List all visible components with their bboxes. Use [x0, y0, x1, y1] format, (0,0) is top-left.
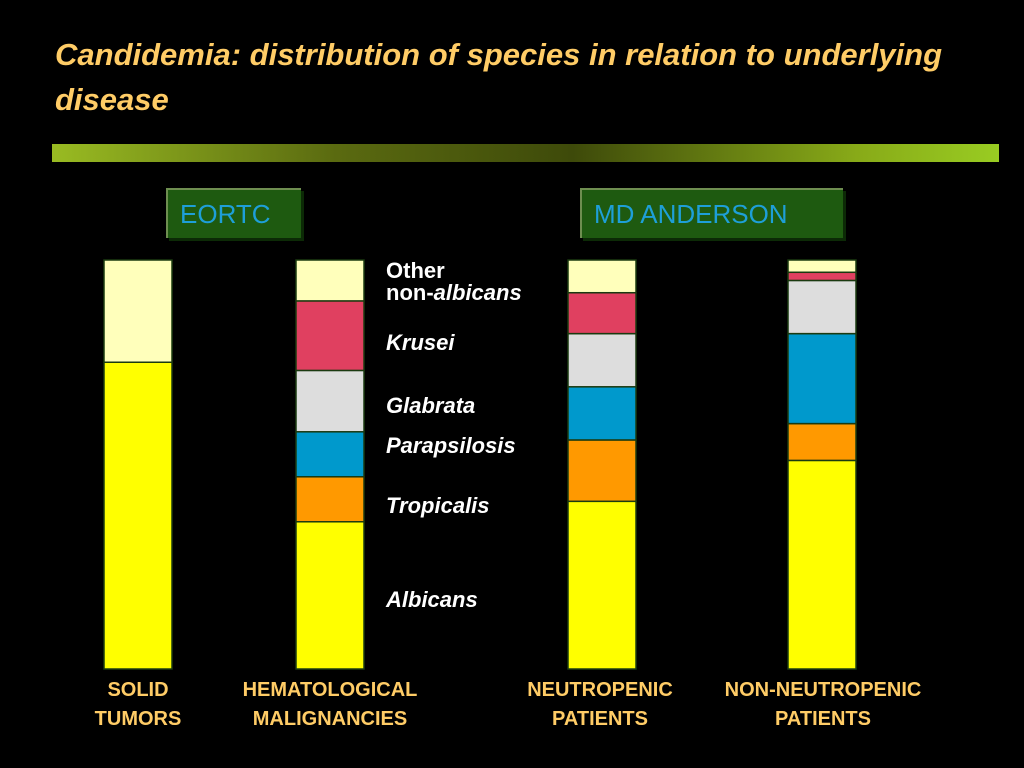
category-label-line2: TUMORS	[94, 708, 182, 730]
bar-segment-glabrata-3	[567, 332, 637, 388]
legend-other-prefix: non-	[386, 280, 434, 305]
group-label-eortc: EORTC	[166, 188, 301, 238]
bar-segment-krusei-4	[787, 271, 857, 282]
legend-tropicalis: Tropicalis	[386, 493, 490, 518]
category-label-line2: MALIGNANCIES	[252, 708, 408, 730]
bar-segment-glabrata-4	[787, 279, 857, 335]
legend-glabrata: Glabrata	[386, 393, 476, 418]
bar-segment-krusei-2	[295, 300, 365, 372]
bar-segment-albicans-1	[103, 361, 173, 670]
legend-other-line1: Other	[386, 258, 445, 283]
bar-segment-glabrata-2	[295, 369, 365, 433]
bar-segment-tropicalis-3	[567, 439, 637, 503]
bar-segment-parapsilosis-3	[567, 386, 637, 441]
title-divider	[52, 144, 999, 162]
bar-segment-other-non-albicans-4	[787, 259, 857, 274]
bar-segment-tropicalis-2	[295, 476, 365, 523]
bar-segment-tropicalis-4	[787, 422, 857, 462]
legend-other-non-albicans: Other non-albicans	[386, 260, 522, 304]
bar-segment-parapsilosis-2	[295, 431, 365, 478]
bar-segment-albicans-4	[787, 459, 857, 670]
category-label-solid-tumors: SOLID TUMORS	[68, 676, 208, 734]
category-label-line1: SOLID	[107, 679, 169, 701]
bar-segment-other-non-albicans-3	[567, 259, 637, 294]
bar-segment-other-non-albicans-1	[103, 259, 173, 363]
slide-title: Candidemia: distribution of species in r…	[55, 37, 943, 117]
category-label-line1: NON-NEUTROPENIC	[724, 679, 922, 701]
legend-krusei: Krusei	[386, 330, 455, 355]
group-label-md-anderson: MD ANDERSON	[580, 188, 843, 238]
category-label-line2: PATIENTS	[552, 708, 648, 730]
legend-other-line2: non-albicans	[386, 282, 522, 304]
category-label-neutropenic: NEUTROPENIC PATIENTS	[500, 676, 700, 734]
category-label-line1: NEUTROPENIC	[527, 679, 673, 701]
category-label-non-neutropenic: NON-NEUTROPENIC PATIENTS	[698, 676, 948, 734]
bar-segment-parapsilosis-4	[787, 332, 857, 425]
bar-segment-krusei-3	[567, 291, 637, 335]
legend-albicans: Albicans	[386, 587, 478, 612]
bar-segment-albicans-2	[295, 521, 365, 670]
legend-other-italic: albicans	[433, 280, 522, 305]
category-label-line2: PATIENTS	[775, 708, 871, 730]
category-label-line1: HEMATOLOGICAL	[242, 679, 418, 701]
legend-parapsilosis: Parapsilosis	[386, 433, 516, 458]
bar-segment-albicans-3	[567, 500, 637, 670]
bar-segment-other-non-albicans-2	[295, 259, 365, 302]
category-label-hematological: HEMATOLOGICAL MALIGNANCIES	[210, 676, 450, 734]
